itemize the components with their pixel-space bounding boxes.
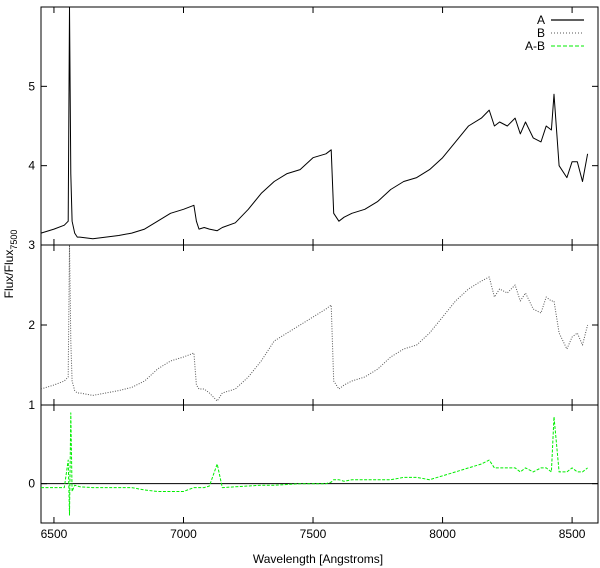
y-tick-label: 2 [28,318,35,332]
legend-label-a-minus-b: A-B [525,39,545,53]
legend-label-a: A [537,13,545,27]
y-tick-label: 5 [28,79,35,93]
x-axis-ticks: 6500 7000 7500 8000 8500 [41,7,586,541]
y-tick-label: 0 [28,477,35,491]
x-tick-label: 7500 [300,527,327,541]
chart-panels [40,6,599,524]
y-axis-label-subscript: 7500 [9,230,19,250]
panel-top-frame [40,6,599,246]
panel-middle-frame [40,244,599,406]
legend-label-b: B [537,26,545,40]
series-line-top [40,6,589,240]
x-tick-label: 8500 [559,527,586,541]
chart-series [40,6,589,516]
series-line-bottom [41,412,588,516]
y-axis-ticks: 3 4 5 1 2 0 [28,79,598,491]
x-tick-label: 8000 [429,527,456,541]
y-tick-label: 1 [28,398,35,412]
series-line-middle [40,244,589,402]
x-axis-label: Wavelength [Angstroms] [253,552,383,566]
y-tick-label: 4 [28,159,35,173]
x-tick-label: 7000 [170,527,197,541]
y-tick-label: 3 [28,238,35,252]
x-tick-label: 6500 [41,527,68,541]
legend: A B A-B [525,13,584,53]
y-axis-label-main: Flux/Flux [2,250,16,299]
panel-bottom-frame [40,404,599,524]
y-axis-label: Flux/Flux7500 [2,230,19,299]
